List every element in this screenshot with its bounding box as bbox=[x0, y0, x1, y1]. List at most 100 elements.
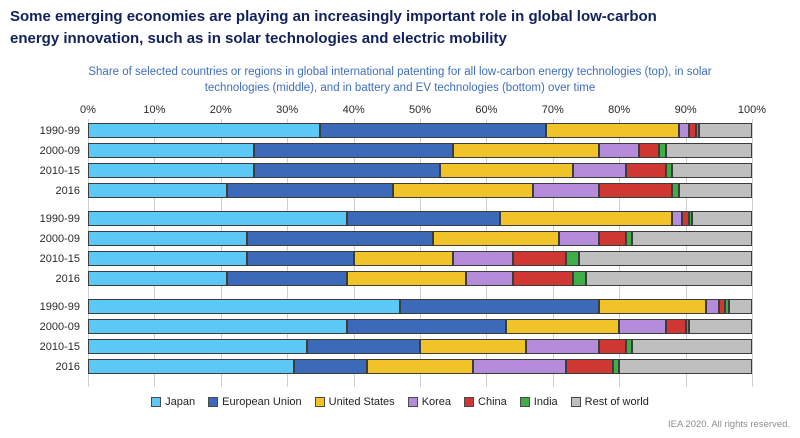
bar-row: 1990-99 bbox=[40, 123, 752, 138]
legend-swatch bbox=[314, 397, 325, 407]
bar-segment bbox=[346, 211, 500, 226]
bar-segment bbox=[639, 143, 659, 158]
axis-tick: 20% bbox=[209, 104, 232, 116]
bar-segment bbox=[473, 359, 567, 374]
bar-segment bbox=[320, 123, 547, 138]
plot-area: 1990-99 2000-09 2010-15 2016 1990-99 2000-09 2… bbox=[40, 119, 753, 387]
chart-subtitle: Share of selected countries or regions i… bbox=[30, 64, 770, 96]
row-label: 2010-15 bbox=[39, 252, 80, 265]
bar-row: 1990-99 bbox=[40, 299, 752, 314]
bar-segment bbox=[254, 163, 440, 178]
bar-segment bbox=[572, 271, 586, 286]
title-line-1: Some emerging economies are playing an i… bbox=[10, 8, 657, 25]
bar-segment bbox=[439, 163, 573, 178]
legend-label: European Union bbox=[222, 396, 302, 408]
bar-segment bbox=[88, 359, 294, 374]
legend-item: United States bbox=[314, 396, 395, 408]
bar-segment bbox=[688, 319, 752, 334]
bar-segment bbox=[566, 251, 580, 266]
legend-label: China bbox=[478, 396, 507, 408]
bar-segment bbox=[419, 339, 527, 354]
bar-segment bbox=[566, 359, 613, 374]
subtitle-line-2: technologies (middle), and in battery an… bbox=[204, 82, 596, 95]
bar-segment bbox=[512, 271, 573, 286]
bar-segment bbox=[725, 299, 729, 314]
bar-segment bbox=[659, 143, 666, 158]
bar-segment bbox=[579, 251, 752, 266]
legend-swatch bbox=[519, 397, 530, 407]
legend-swatch bbox=[464, 397, 475, 407]
bar-segment bbox=[433, 231, 560, 246]
bar-segment bbox=[685, 319, 689, 334]
bar-segment bbox=[705, 299, 719, 314]
bar-row: 2016 bbox=[56, 183, 752, 198]
bar-segment bbox=[665, 163, 673, 178]
bar-row: 2000-09 bbox=[40, 143, 752, 158]
row-label: 2016 bbox=[55, 272, 80, 285]
bar-segment bbox=[546, 123, 679, 138]
legend-item: European Union bbox=[208, 396, 302, 408]
bar-segment bbox=[88, 251, 248, 266]
legend-item: India bbox=[519, 396, 558, 408]
bar-segment bbox=[559, 231, 600, 246]
bar-segment bbox=[672, 211, 683, 226]
legend-item: Rest of world bbox=[570, 396, 649, 408]
bar-segment bbox=[227, 271, 347, 286]
bar-segment bbox=[625, 231, 633, 246]
bar-segment bbox=[619, 359, 752, 374]
row-label: 1990-99 bbox=[39, 300, 80, 313]
bar-groups: 1990-99 2000-09 2010-15 2016 1990-99 2000-09 2… bbox=[40, 123, 752, 374]
legend-swatch bbox=[151, 397, 162, 407]
bar-segment bbox=[88, 271, 228, 286]
subtitle-line-1: Share of selected countries or regions i… bbox=[88, 66, 712, 78]
bar-segment bbox=[625, 163, 666, 178]
bar-segment bbox=[353, 251, 454, 266]
bar-segment bbox=[632, 339, 752, 354]
axis-tick: 10% bbox=[143, 104, 166, 116]
legend-label: Japan bbox=[165, 396, 196, 408]
bar-row: 2016 bbox=[56, 271, 752, 286]
stacked-bar-chart: 0% 10% 20% 30% 40% 50% 60% 70% 80% 90% 100% 1990-9… bbox=[0, 104, 800, 392]
axis-tick: 90% bbox=[674, 104, 697, 116]
axis-tick: 30% bbox=[276, 104, 299, 116]
legend-swatch bbox=[570, 397, 581, 407]
bar-segment bbox=[293, 359, 367, 374]
bar-segment bbox=[88, 299, 401, 314]
bar-row: 2010-15 bbox=[40, 339, 752, 354]
bar-segment bbox=[453, 251, 513, 266]
bar-segment bbox=[88, 211, 347, 226]
bar-segment bbox=[526, 339, 600, 354]
bar-segment bbox=[572, 163, 626, 178]
bar-segment bbox=[672, 183, 679, 198]
bar-group: 1990-99 2000-09 2010-15 2016 bbox=[40, 299, 752, 374]
bar-segment bbox=[88, 231, 248, 246]
bar-segment bbox=[88, 319, 347, 334]
bar-segment bbox=[585, 271, 752, 286]
legend-item: Japan bbox=[151, 396, 195, 408]
bar-segment bbox=[632, 231, 752, 246]
bar-row: 2010-15 bbox=[40, 251, 752, 266]
axis-tick: 80% bbox=[608, 104, 631, 116]
bar-segment bbox=[393, 183, 533, 198]
bar-segment bbox=[453, 143, 600, 158]
legend-label: Rest of world bbox=[584, 396, 649, 408]
axis-tick: 100% bbox=[737, 104, 767, 116]
bar-segment bbox=[599, 339, 626, 354]
bar-segment bbox=[612, 359, 620, 374]
axis-tick: 70% bbox=[541, 104, 564, 116]
bar-segment bbox=[695, 123, 699, 138]
legend-label: India bbox=[533, 396, 558, 408]
legend-item: Korea bbox=[407, 396, 451, 408]
bar-row: 2000-09 bbox=[40, 231, 752, 246]
bar-segment bbox=[619, 319, 666, 334]
bar-segment bbox=[307, 339, 420, 354]
bar-row: 2010-15 bbox=[40, 163, 752, 178]
legend-label: United States bbox=[328, 396, 395, 408]
bar-segment bbox=[599, 143, 640, 158]
bar-row: 2016 bbox=[56, 359, 752, 374]
bar-group: 1990-99 2000-09 2010-15 2016 bbox=[40, 123, 752, 198]
bar-segment bbox=[346, 319, 507, 334]
axis-tick: 60% bbox=[475, 104, 498, 116]
bar-segment bbox=[247, 231, 434, 246]
